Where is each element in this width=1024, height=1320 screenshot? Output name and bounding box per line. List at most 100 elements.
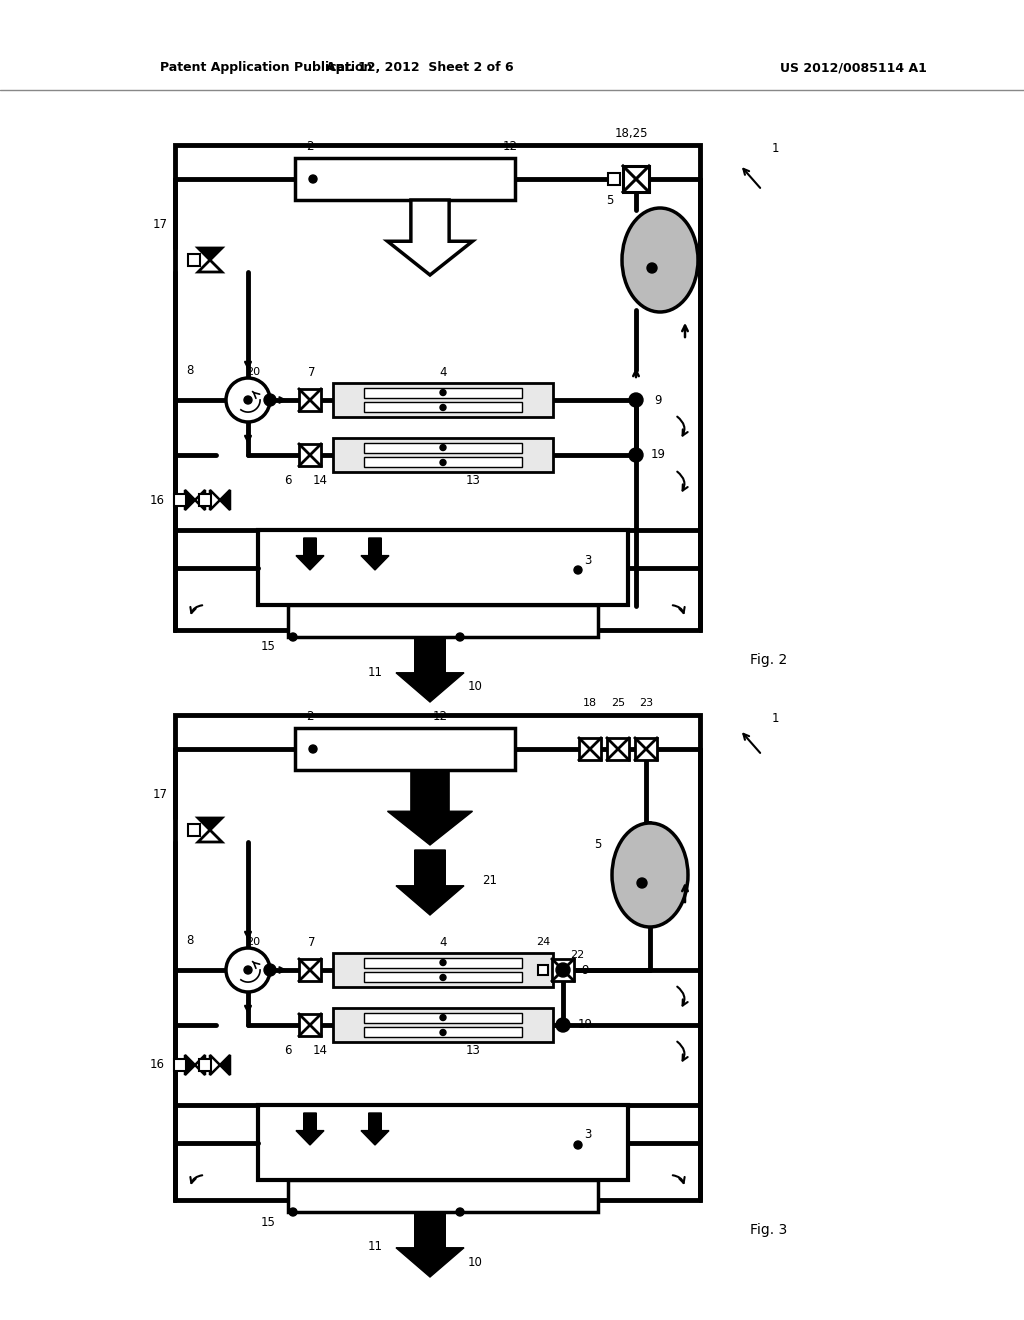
Text: 8: 8	[186, 363, 194, 376]
Polygon shape	[361, 539, 389, 570]
Bar	[288, 605, 598, 638]
FancyArrowPatch shape	[677, 417, 688, 436]
Text: 17: 17	[153, 219, 168, 231]
Text: 23: 23	[639, 698, 653, 708]
Circle shape	[244, 396, 252, 404]
Circle shape	[309, 744, 317, 752]
Text: 10: 10	[468, 1255, 482, 1269]
Text: Patent Application Publication: Patent Application Publication	[160, 62, 373, 74]
Polygon shape	[185, 490, 195, 510]
Circle shape	[440, 1015, 446, 1020]
Text: 7: 7	[308, 366, 315, 379]
Text: 19: 19	[578, 1019, 593, 1031]
Circle shape	[264, 964, 276, 975]
Bar	[188, 824, 200, 836]
Circle shape	[440, 445, 446, 450]
Bar	[175, 715, 700, 1200]
Bar	[299, 960, 321, 981]
Circle shape	[574, 566, 582, 574]
Ellipse shape	[612, 822, 688, 927]
Circle shape	[289, 1208, 297, 1216]
Bar	[295, 729, 515, 770]
Text: 21: 21	[482, 874, 498, 887]
Bar	[364, 957, 522, 968]
Text: 20: 20	[246, 937, 260, 946]
Circle shape	[556, 964, 570, 977]
Bar	[607, 738, 629, 760]
Circle shape	[637, 878, 647, 888]
Text: US 2012/0085114 A1: US 2012/0085114 A1	[780, 62, 927, 74]
Text: Fig. 2: Fig. 2	[750, 653, 787, 667]
Ellipse shape	[622, 209, 698, 312]
Bar	[299, 1014, 321, 1036]
Polygon shape	[220, 1055, 230, 1074]
FancyArrowPatch shape	[673, 1175, 685, 1183]
Polygon shape	[387, 770, 472, 845]
Polygon shape	[198, 818, 222, 830]
Bar	[333, 953, 553, 987]
Text: 13: 13	[466, 474, 480, 487]
Circle shape	[574, 1140, 582, 1148]
Text: 9: 9	[582, 964, 589, 977]
FancyArrowPatch shape	[190, 1175, 202, 1183]
Bar	[538, 965, 548, 975]
Polygon shape	[198, 260, 222, 272]
Text: 1: 1	[771, 141, 778, 154]
Text: 12: 12	[503, 140, 517, 153]
Circle shape	[440, 459, 446, 466]
Bar	[174, 494, 186, 506]
Bar	[635, 738, 657, 760]
Text: 3: 3	[585, 553, 592, 566]
Text: 16: 16	[150, 494, 165, 507]
FancyArrowPatch shape	[190, 606, 202, 612]
Bar	[364, 1012, 522, 1023]
Text: 5: 5	[606, 194, 613, 206]
Text: 8: 8	[186, 933, 194, 946]
Text: 1: 1	[771, 711, 778, 725]
Bar	[258, 1105, 628, 1180]
Polygon shape	[396, 850, 464, 915]
Bar	[175, 145, 700, 630]
Text: 5: 5	[594, 838, 602, 851]
Text: 14: 14	[312, 474, 328, 487]
Bar	[364, 388, 522, 397]
Bar	[364, 1027, 522, 1038]
Polygon shape	[195, 1055, 205, 1074]
Bar	[364, 458, 522, 467]
Text: 11: 11	[368, 1241, 383, 1254]
Bar	[623, 166, 649, 191]
Polygon shape	[296, 1113, 324, 1144]
Polygon shape	[210, 1055, 220, 1074]
Text: 22: 22	[570, 950, 584, 960]
Circle shape	[226, 378, 270, 422]
FancyArrowPatch shape	[677, 986, 688, 1006]
Bar	[188, 253, 200, 267]
Bar	[552, 960, 574, 981]
Circle shape	[456, 1208, 464, 1216]
Circle shape	[440, 404, 446, 411]
Text: 17: 17	[153, 788, 168, 801]
Circle shape	[629, 393, 643, 407]
Text: 11: 11	[368, 665, 383, 678]
FancyArrowPatch shape	[673, 606, 685, 612]
Circle shape	[440, 960, 446, 965]
Text: 13: 13	[466, 1044, 480, 1056]
Circle shape	[440, 974, 446, 981]
Bar	[579, 738, 601, 760]
Bar	[364, 442, 522, 453]
Circle shape	[264, 393, 276, 407]
Text: 19: 19	[650, 449, 666, 462]
Bar	[364, 973, 522, 982]
Text: 18: 18	[583, 698, 597, 708]
Polygon shape	[396, 1212, 464, 1276]
Polygon shape	[195, 490, 205, 510]
Polygon shape	[296, 539, 324, 570]
Circle shape	[440, 389, 446, 396]
Circle shape	[289, 634, 297, 642]
Text: 25: 25	[611, 698, 625, 708]
Circle shape	[456, 634, 464, 642]
Text: 4: 4	[439, 936, 446, 949]
Bar	[258, 531, 628, 605]
Circle shape	[244, 966, 252, 974]
Bar	[608, 173, 620, 185]
